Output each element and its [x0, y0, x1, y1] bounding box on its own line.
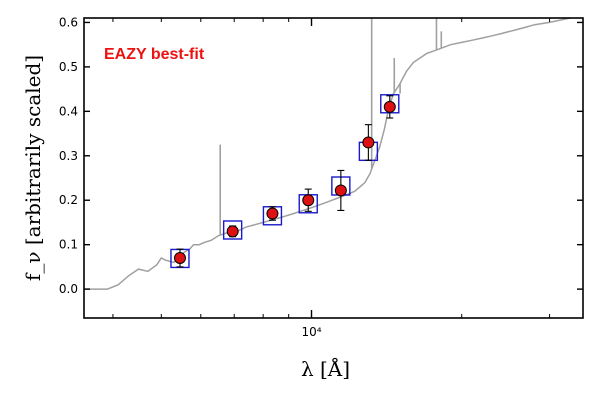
x-tick-label: 10⁴: [301, 325, 321, 339]
y-tick-label: 0.4: [59, 104, 78, 118]
observed-point: [173, 252, 186, 264]
observed-point: [302, 194, 315, 207]
y-tick-label: 0.3: [59, 149, 78, 163]
model-flux-box: [222, 220, 243, 240]
plot-area: [84, 18, 575, 290]
observed-point: [226, 225, 239, 238]
annotation-label: EAZY best-fit: [104, 46, 205, 63]
observed-point: [362, 136, 375, 149]
axes-frame: [83, 17, 584, 319]
observed-point: [266, 207, 279, 220]
template-spectrum-line: [84, 18, 575, 290]
observed-point: [334, 184, 347, 197]
y-axis-label: f_ν [arbitrarily scaled]: [21, 55, 45, 281]
y-tick-label: 0.2: [59, 193, 78, 207]
y-tick-label: 0.6: [59, 15, 78, 29]
axis-ticks: 0.0 0.1 0.2 0.3 0.4 0.5 0.6 10⁴: [59, 15, 583, 339]
y-tick-label: 0.0: [59, 282, 78, 296]
plot-content: [84, 18, 575, 290]
y-tick-label: 0.1: [59, 238, 78, 252]
x-axis-label: λ [Å]: [301, 356, 350, 381]
y-tick-label: 0.5: [59, 60, 78, 74]
observed-point: [383, 100, 396, 113]
